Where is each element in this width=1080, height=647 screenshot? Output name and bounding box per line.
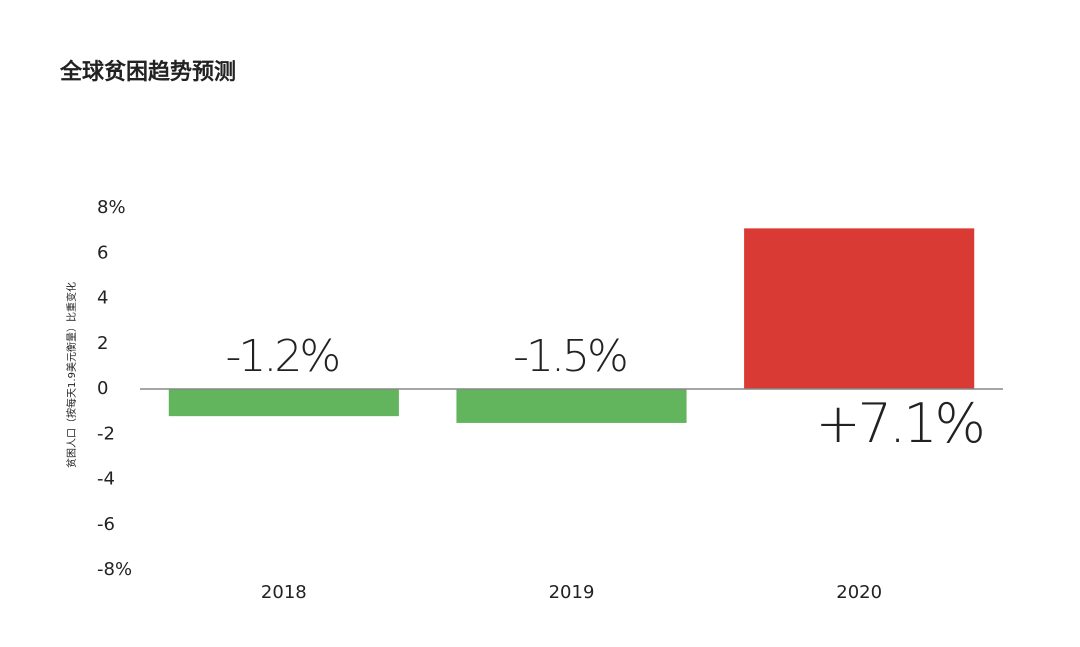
x-tick-label: 2019 [549, 582, 595, 603]
y-tick-label: -6 [97, 514, 115, 535]
x-tick-label: 2020 [836, 582, 882, 603]
value-label: -1.2% [225, 331, 338, 382]
chart-title: 全球贫困趋势预测 [59, 59, 236, 85]
y-tick-label: 4 [97, 288, 108, 309]
y-tick-label: 8% [97, 197, 126, 218]
bar [456, 389, 687, 423]
value-label: -1.5% [513, 331, 626, 382]
y-axis-label: 贫困人口（按每天1.9美元衡量）比重变化 [65, 282, 78, 468]
x-tick-label: 2018 [261, 582, 307, 603]
y-tick-label: -8% [97, 559, 132, 580]
y-tick-label: 6 [97, 242, 108, 263]
y-tick-label: -2 [97, 423, 115, 444]
y-tick-label: 0 [97, 378, 108, 399]
y-tick-label: 2 [97, 333, 108, 354]
bar [744, 228, 975, 389]
bar [168, 389, 399, 417]
y-tick-label: -4 [97, 469, 115, 490]
value-label: +7.1% [815, 392, 982, 455]
